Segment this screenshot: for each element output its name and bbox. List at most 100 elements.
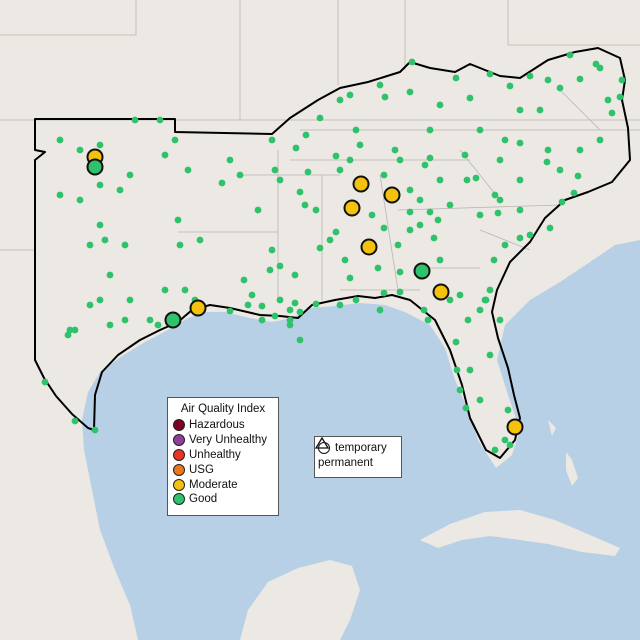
- good-monitor[interactable]: [426, 126, 434, 134]
- good-monitor[interactable]: [268, 246, 276, 254]
- good-monitor[interactable]: [341, 256, 349, 264]
- good-monitor[interactable]: [406, 186, 414, 194]
- moderate-monitor[interactable]: [343, 199, 361, 217]
- good-monitor[interactable]: [268, 136, 276, 144]
- good-monitor[interactable]: [486, 286, 494, 294]
- good-monitor[interactable]: [452, 338, 460, 346]
- good-monitor[interactable]: [558, 198, 566, 206]
- good-monitor[interactable]: [96, 221, 104, 229]
- good-monitor[interactable]: [64, 331, 72, 339]
- good-monitor[interactable]: [356, 141, 364, 149]
- good-monitor[interactable]: [96, 296, 104, 304]
- good-monitor[interactable]: [556, 84, 564, 92]
- good-monitor[interactable]: [476, 126, 484, 134]
- good-monitor[interactable]: [266, 266, 274, 274]
- good-monitor[interactable]: [336, 301, 344, 309]
- good-monitor[interactable]: [276, 176, 284, 184]
- good-monitor[interactable]: [336, 96, 344, 104]
- good-monitor[interactable]: [240, 276, 248, 284]
- good-monitor[interactable]: [608, 109, 616, 117]
- good-monitor[interactable]: [368, 211, 376, 219]
- good-monitor[interactable]: [116, 186, 124, 194]
- good-monitor[interactable]: [604, 96, 612, 104]
- good-monitor[interactable]: [336, 166, 344, 174]
- good-monitor[interactable]: [226, 307, 234, 315]
- good-monitor[interactable]: [380, 171, 388, 179]
- good-monitor[interactable]: [406, 208, 414, 216]
- good-monitor[interactable]: [406, 226, 414, 234]
- good-monitor[interactable]: [271, 166, 279, 174]
- good-monitor[interactable]: [566, 51, 574, 59]
- good-monitor[interactable]: [464, 316, 472, 324]
- good-monitor[interactable]: [76, 146, 84, 154]
- good-monitor[interactable]: [316, 244, 324, 252]
- good-monitor[interactable]: [453, 366, 461, 374]
- good-monitor[interactable]: [452, 74, 460, 82]
- good-monitor[interactable]: [376, 81, 384, 89]
- good-monitor[interactable]: [276, 296, 284, 304]
- good-monitor[interactable]: [131, 116, 139, 124]
- good-monitor[interactable]: [56, 191, 64, 199]
- good-monitor[interactable]: [291, 271, 299, 279]
- good-monitor[interactable]: [456, 386, 464, 394]
- good-monitor[interactable]: [226, 156, 234, 164]
- good-monitor[interactable]: [218, 179, 226, 187]
- good-monitor[interactable]: [296, 308, 304, 316]
- good-monitor[interactable]: [436, 256, 444, 264]
- good-monitor[interactable]: [496, 156, 504, 164]
- good-monitor[interactable]: [506, 82, 514, 90]
- good-monitor[interactable]: [121, 241, 129, 249]
- good-monitor[interactable]: [258, 316, 266, 324]
- good-monitor[interactable]: [506, 441, 514, 449]
- good-monitor[interactable]: [96, 141, 104, 149]
- good-monitor[interactable]: [544, 76, 552, 84]
- good-monitor[interactable]: [396, 288, 404, 296]
- good-monitor[interactable]: [406, 88, 414, 96]
- good-monitor[interactable]: [316, 114, 324, 122]
- good-monitor[interactable]: [544, 146, 552, 154]
- good-monitor[interactable]: [426, 208, 434, 216]
- good-monitor[interactable]: [501, 241, 509, 249]
- good-monitor[interactable]: [374, 264, 382, 272]
- good-monitor[interactable]: [302, 131, 310, 139]
- good-monitor[interactable]: [570, 189, 578, 197]
- good-monitor[interactable]: [161, 286, 169, 294]
- good-monitor[interactable]: [121, 316, 129, 324]
- good-monitor[interactable]: [126, 171, 134, 179]
- good-monitor[interactable]: [466, 366, 474, 374]
- good-monitor[interactable]: [380, 224, 388, 232]
- good-monitor[interactable]: [86, 158, 104, 176]
- good-monitor[interactable]: [430, 234, 438, 242]
- good-monitor[interactable]: [462, 404, 470, 412]
- good-monitor[interactable]: [426, 154, 434, 162]
- good-monitor[interactable]: [556, 166, 564, 174]
- good-monitor[interactable]: [461, 151, 469, 159]
- good-monitor[interactable]: [476, 396, 484, 404]
- good-monitor[interactable]: [472, 174, 480, 182]
- good-monitor[interactable]: [196, 236, 204, 244]
- good-monitor[interactable]: [91, 426, 99, 434]
- good-monitor[interactable]: [276, 262, 284, 270]
- good-monitor[interactable]: [596, 64, 604, 72]
- good-monitor[interactable]: [491, 446, 499, 454]
- good-monitor[interactable]: [596, 136, 604, 144]
- good-monitor[interactable]: [312, 206, 320, 214]
- moderate-monitor[interactable]: [352, 175, 370, 193]
- good-monitor[interactable]: [106, 271, 114, 279]
- good-monitor[interactable]: [286, 321, 294, 329]
- good-monitor[interactable]: [436, 101, 444, 109]
- good-monitor[interactable]: [156, 116, 164, 124]
- good-monitor[interactable]: [171, 136, 179, 144]
- good-monitor[interactable]: [248, 291, 256, 299]
- good-monitor[interactable]: [312, 300, 320, 308]
- good-monitor[interactable]: [463, 176, 471, 184]
- good-monitor[interactable]: [236, 171, 244, 179]
- good-monitor[interactable]: [296, 336, 304, 344]
- good-monitor[interactable]: [424, 316, 432, 324]
- good-monitor[interactable]: [286, 306, 294, 314]
- good-monitor[interactable]: [576, 146, 584, 154]
- good-monitor[interactable]: [291, 299, 299, 307]
- good-monitor[interactable]: [504, 406, 512, 414]
- good-monitor[interactable]: [421, 161, 429, 169]
- moderate-monitor[interactable]: [432, 283, 450, 301]
